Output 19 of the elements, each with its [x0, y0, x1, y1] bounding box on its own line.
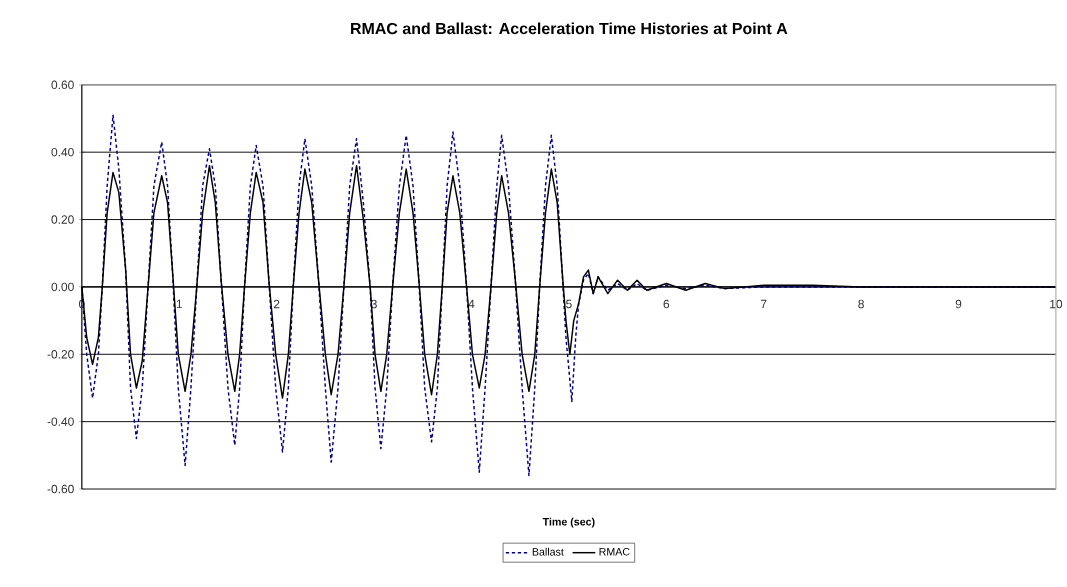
y-tick-label: 0.00 [51, 282, 74, 292]
y-tick-label: 0.60 [51, 80, 74, 90]
chart-title: RMAC and Ballast: Acceleration Time Histories at Point A [351, 22, 788, 35]
x-tick-label: 10 [1050, 299, 1063, 309]
y-tick-label: -0.60 [47, 484, 74, 494]
legend-label: Ballast [532, 547, 564, 556]
y-tick-label: -0.20 [47, 350, 74, 359]
x-tick-label: 5 [566, 299, 572, 309]
x-tick-label: 8 [858, 299, 864, 309]
y-tick-label: 0.20 [51, 215, 74, 224]
legend-label: RMAC [599, 548, 630, 556]
x-tick-label: 1 [176, 299, 182, 309]
y-tick-label: -0.40 [47, 417, 74, 426]
y-tick-label: 0.40 [51, 148, 74, 157]
x-axis-title: Time (sec) [542, 517, 595, 528]
x-tick-label: 7 [760, 299, 767, 309]
x-tick-label: 6 [663, 299, 670, 309]
x-tick-label: 2 [273, 299, 280, 309]
x-tick-label: 9 [955, 299, 962, 309]
